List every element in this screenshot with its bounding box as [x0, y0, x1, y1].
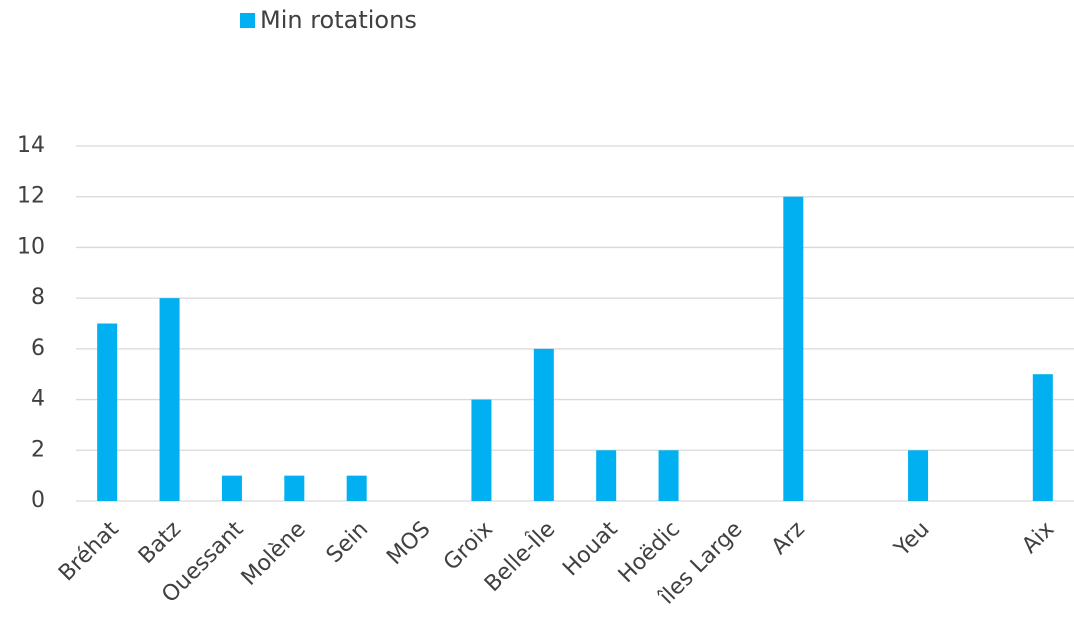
x-tick-label: Yeu: [889, 517, 934, 562]
x-tick-label: Groix: [439, 517, 498, 576]
bar: [471, 399, 492, 501]
y-tick-label: 8: [31, 285, 45, 310]
x-tick-label: Sein: [322, 517, 373, 568]
bar: [284, 475, 305, 501]
x-tick-label: Molène: [237, 517, 311, 591]
x-tick-label: Arz: [767, 517, 810, 560]
x-tick-label: Bréhat: [54, 517, 124, 587]
bar: [908, 450, 929, 501]
y-tick-label: 12: [17, 184, 45, 209]
bar: [783, 196, 804, 501]
y-tick-label: 14: [17, 133, 45, 158]
bar: [1032, 374, 1053, 501]
bar: [658, 450, 679, 501]
x-tick-label: Houat: [558, 517, 623, 582]
bar: [159, 298, 180, 501]
bar: [97, 323, 118, 501]
x-tick-label: Batz: [134, 517, 186, 569]
legend-swatch: [240, 13, 255, 28]
bar: [221, 475, 242, 501]
bar: [533, 348, 554, 501]
legend-label: Min rotations: [260, 6, 417, 34]
x-tick-label: Aix: [1017, 517, 1059, 559]
y-tick-label: 2: [31, 437, 45, 462]
y-tick-label: 0: [31, 488, 45, 513]
y-tick-label: 4: [31, 387, 45, 412]
x-tick-label: MOS: [382, 517, 435, 570]
y-tick-label: 6: [31, 336, 45, 361]
bar: [346, 475, 367, 501]
bar: [596, 450, 617, 501]
y-tick-label: 10: [17, 234, 45, 259]
